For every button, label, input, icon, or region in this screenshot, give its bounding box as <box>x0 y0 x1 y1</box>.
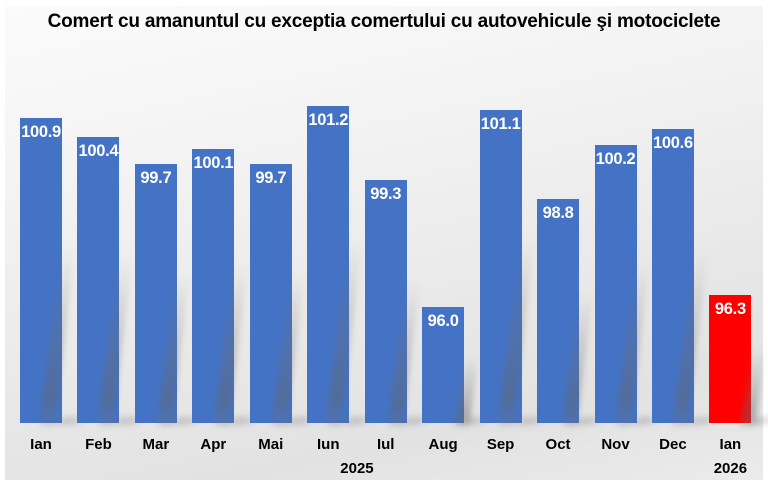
chart-title: Comert cu amanuntul cu exceptia comertul… <box>47 11 721 32</box>
chart-background <box>5 6 763 480</box>
